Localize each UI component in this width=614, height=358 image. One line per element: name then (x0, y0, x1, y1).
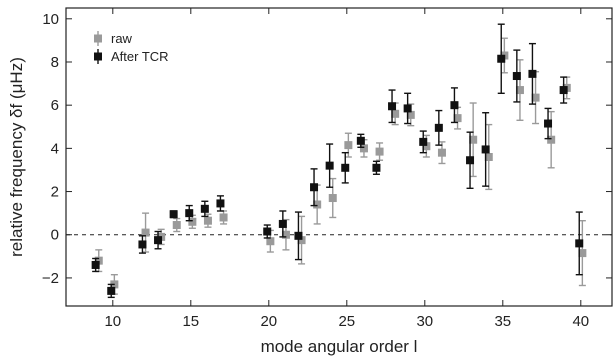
legend-label-raw: raw (111, 31, 133, 46)
x-tick-label: 35 (494, 313, 511, 330)
point-raw (469, 135, 478, 144)
point-after-tcr (341, 163, 350, 172)
point-raw (188, 217, 197, 226)
x-tick-label: 10 (104, 313, 121, 330)
point-after-tcr (107, 286, 116, 295)
legend-label-after-tcr: After TCR (111, 49, 169, 64)
point-raw (141, 228, 150, 237)
x-tick-label: 20 (260, 313, 277, 330)
point-after-tcr (310, 183, 319, 192)
point-raw (547, 135, 556, 144)
point-after-tcr (403, 104, 412, 113)
point-raw (531, 93, 540, 102)
point-raw (344, 141, 353, 150)
point-after-tcr (575, 239, 584, 248)
point-raw (297, 236, 306, 245)
legend: raw After TCR (94, 31, 169, 64)
point-raw (359, 144, 368, 153)
point-raw (328, 194, 337, 203)
y-tick-label: 4 (51, 140, 59, 157)
point-after-tcr (263, 227, 272, 236)
data-marks (91, 23, 587, 299)
point-raw (94, 256, 103, 265)
point-raw (375, 147, 384, 156)
point-after-tcr (185, 209, 194, 218)
axis-ticks: 10 15 20 25 30 35 40 −2 0 2 4 6 8 10 (42, 8, 612, 330)
legend-entry-after-tcr: After TCR (94, 49, 169, 64)
point-after-tcr (419, 137, 428, 146)
point-raw (281, 230, 290, 239)
point-after-tcr (200, 204, 209, 213)
point-after-tcr (216, 199, 225, 208)
x-tick-label: 30 (416, 313, 433, 330)
point-raw (422, 142, 431, 151)
x-tick-label: 25 (338, 313, 355, 330)
x-tick-label: 15 (182, 313, 199, 330)
point-raw (578, 249, 587, 258)
point-after-tcr (278, 219, 287, 228)
legend-entry-raw: raw (94, 31, 133, 46)
point-after-tcr (512, 72, 521, 81)
point-after-tcr (497, 54, 506, 63)
y-tick-label: 6 (51, 97, 59, 114)
point-raw (453, 114, 462, 123)
point-raw (219, 213, 228, 222)
point-after-tcr (388, 102, 397, 111)
point-after-tcr (91, 260, 100, 269)
y-tick-label: 10 (42, 11, 59, 28)
point-after-tcr (481, 145, 490, 154)
series-after-tcr (91, 23, 584, 299)
point-after-tcr (154, 236, 163, 245)
x-axis-title: mode angular order l (261, 337, 418, 356)
y-axis-title: relative frequency δf (μHz) (7, 57, 26, 257)
y-tick-label: 8 (51, 54, 59, 71)
point-after-tcr (294, 231, 303, 240)
point-after-tcr (434, 123, 443, 132)
plot-area-frame (65, 7, 613, 307)
y-tick-label: −2 (42, 270, 59, 287)
point-after-tcr (544, 119, 553, 128)
point-after-tcr (450, 101, 459, 110)
y-tick-label: 0 (51, 227, 59, 244)
legend-marker-after-tcr (94, 52, 102, 61)
x-tick-label: 40 (572, 313, 589, 330)
point-after-tcr (466, 156, 475, 165)
point-after-tcr (138, 240, 147, 249)
series-raw (94, 37, 587, 295)
point-after-tcr (559, 86, 568, 95)
point-after-tcr (528, 69, 537, 78)
point-after-tcr (372, 163, 381, 172)
point-after-tcr (169, 210, 178, 219)
point-raw (313, 200, 322, 209)
point-raw (172, 221, 181, 230)
point-after-tcr (325, 161, 334, 170)
point-raw (203, 216, 212, 225)
y-tick-label: 2 (51, 184, 59, 201)
point-raw (484, 153, 493, 161)
point-after-tcr (356, 136, 365, 145)
point-raw (515, 86, 524, 95)
point-raw (406, 110, 415, 119)
point-raw (266, 237, 275, 246)
point-raw (391, 109, 400, 118)
point-raw (437, 148, 446, 157)
legend-marker-raw (94, 34, 102, 43)
